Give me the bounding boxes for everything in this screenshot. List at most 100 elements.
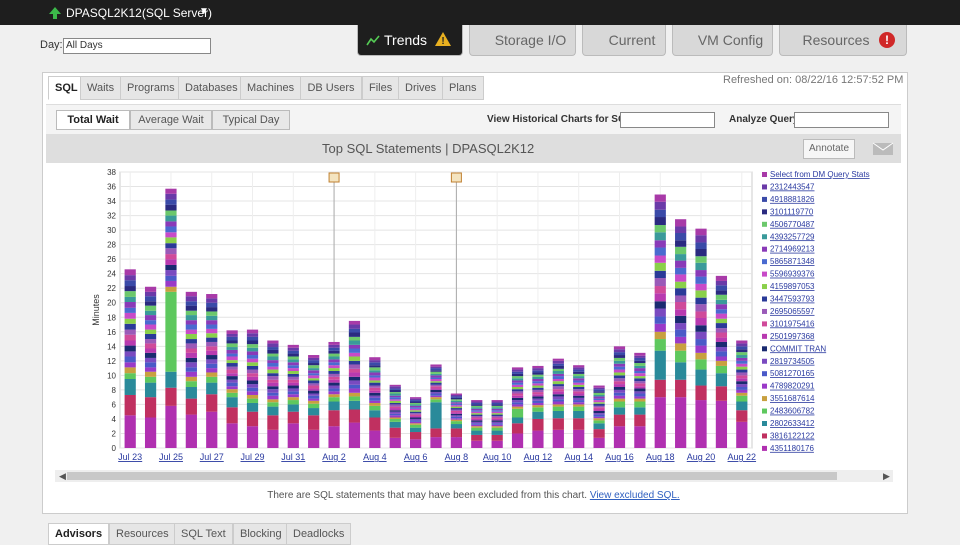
x-tick-label[interactable]: Jul 25: [159, 452, 183, 462]
mode-button[interactable]: Typical Day: [212, 110, 290, 130]
bar-segment[interactable]: [675, 246, 687, 255]
bar-segment[interactable]: [511, 406, 524, 409]
bar-segment[interactable]: [715, 341, 728, 348]
bar-segment[interactable]: [736, 366, 748, 370]
bar-segment[interactable]: [736, 410, 748, 422]
bar-segment[interactable]: [287, 411, 299, 424]
bar-segment[interactable]: [165, 275, 177, 281]
bar-segment[interactable]: [287, 368, 299, 372]
bar-segment[interactable]: [144, 315, 157, 321]
bar-segment[interactable]: [552, 418, 564, 430]
bar-segment[interactable]: [552, 368, 564, 372]
tab[interactable]: Storage I/O: [469, 25, 576, 56]
bar-segment[interactable]: [348, 344, 361, 349]
bar-segment[interactable]: [471, 405, 483, 408]
bar-segment[interactable]: [736, 352, 748, 356]
bar-segment[interactable]: [450, 415, 462, 417]
bar-segment[interactable]: [573, 397, 585, 401]
bar-segment[interactable]: [389, 388, 401, 390]
bar-segment[interactable]: [715, 386, 728, 401]
bar-segment[interactable]: [430, 364, 442, 367]
bar-segment[interactable]: [430, 377, 442, 379]
bar-segment[interactable]: [287, 356, 299, 360]
bar-segment[interactable]: [389, 397, 401, 400]
bar-segment[interactable]: [246, 340, 259, 345]
bar-segment[interactable]: [308, 400, 320, 404]
bar-segment[interactable]: [450, 396, 462, 398]
legend-label[interactable]: 4918881826: [770, 195, 815, 204]
bar-segment[interactable]: [124, 269, 136, 276]
bar-segment[interactable]: [308, 393, 320, 396]
legend-label[interactable]: 3101975416: [770, 319, 815, 328]
bar-segment[interactable]: [369, 375, 381, 378]
bar-segment[interactable]: [124, 351, 136, 357]
bar-segment[interactable]: [144, 376, 157, 383]
bar-segment[interactable]: [328, 365, 340, 369]
bar-segment[interactable]: [471, 402, 483, 405]
bar-segment[interactable]: [328, 371, 340, 374]
bar-segment[interactable]: [532, 381, 544, 384]
legend-label[interactable]: 3551687614: [770, 394, 815, 403]
bar-segment[interactable]: [450, 437, 462, 448]
legend-label[interactable]: 2483606782: [770, 407, 815, 416]
bar-segment[interactable]: [226, 360, 238, 364]
bar-segment[interactable]: [471, 417, 483, 419]
bar-segment[interactable]: [715, 328, 728, 333]
bar-segment[interactable]: [511, 367, 524, 370]
bar-segment[interactable]: [695, 359, 707, 370]
bar-segment[interactable]: [287, 359, 299, 363]
bar-segment[interactable]: [715, 400, 728, 448]
bar-segment[interactable]: [144, 367, 157, 372]
bar-segment[interactable]: [715, 318, 728, 324]
bar-segment[interactable]: [287, 350, 299, 354]
bar-segment[interactable]: [552, 365, 564, 369]
bar-segment[interactable]: [715, 373, 728, 387]
bar-segment[interactable]: [267, 386, 279, 390]
bar-segment[interactable]: [552, 371, 564, 374]
bar-segment[interactable]: [573, 384, 585, 387]
x-tick-label[interactable]: Jul 27: [200, 452, 224, 462]
bar-segment[interactable]: [369, 417, 381, 431]
bar-segment[interactable]: [124, 275, 136, 281]
bar-segment[interactable]: [532, 368, 544, 371]
bar-segment[interactable]: [226, 376, 238, 380]
bar-segment[interactable]: [715, 309, 728, 314]
bar-segment[interactable]: [267, 392, 279, 396]
bar-segment[interactable]: [430, 388, 442, 390]
bar-segment[interactable]: [144, 286, 157, 292]
bar-segment[interactable]: [695, 290, 707, 298]
bar-segment[interactable]: [695, 228, 707, 236]
bar-segment[interactable]: [226, 349, 238, 354]
bar-segment[interactable]: [471, 427, 483, 431]
bar-segment[interactable]: [471, 440, 483, 448]
bar-segment[interactable]: [124, 280, 136, 287]
bar-segment[interactable]: [246, 391, 259, 395]
bar-segment[interactable]: [471, 420, 483, 422]
bar-segment[interactable]: [511, 371, 524, 374]
bar-segment[interactable]: [185, 376, 197, 382]
bar-segment[interactable]: [654, 331, 666, 340]
bar-segment[interactable]: [165, 264, 177, 271]
bar-segment[interactable]: [226, 397, 238, 408]
bar-segment[interactable]: [328, 368, 340, 372]
bar-segment[interactable]: [573, 373, 585, 377]
bar-segment[interactable]: [613, 426, 626, 448]
bar-segment[interactable]: [165, 210, 177, 216]
bar-segment[interactable]: [389, 404, 401, 407]
bar-segment[interactable]: [675, 240, 687, 247]
bar-segment[interactable]: [389, 406, 401, 409]
bar-segment[interactable]: [715, 285, 728, 291]
bar-segment[interactable]: [328, 359, 340, 363]
bar-segment[interactable]: [348, 409, 361, 423]
bar-segment[interactable]: [532, 389, 544, 393]
bar-segment[interactable]: [552, 399, 564, 402]
bar-segment[interactable]: [613, 378, 626, 382]
bar-segment[interactable]: [328, 391, 340, 395]
bar-segment[interactable]: [552, 410, 564, 419]
bar-segment[interactable]: [736, 343, 748, 347]
bar-segment[interactable]: [675, 323, 687, 330]
bar-segment[interactable]: [613, 381, 626, 385]
bar-segment[interactable]: [593, 398, 605, 401]
bar-segment[interactable]: [573, 367, 585, 370]
bar-segment[interactable]: [613, 398, 626, 402]
